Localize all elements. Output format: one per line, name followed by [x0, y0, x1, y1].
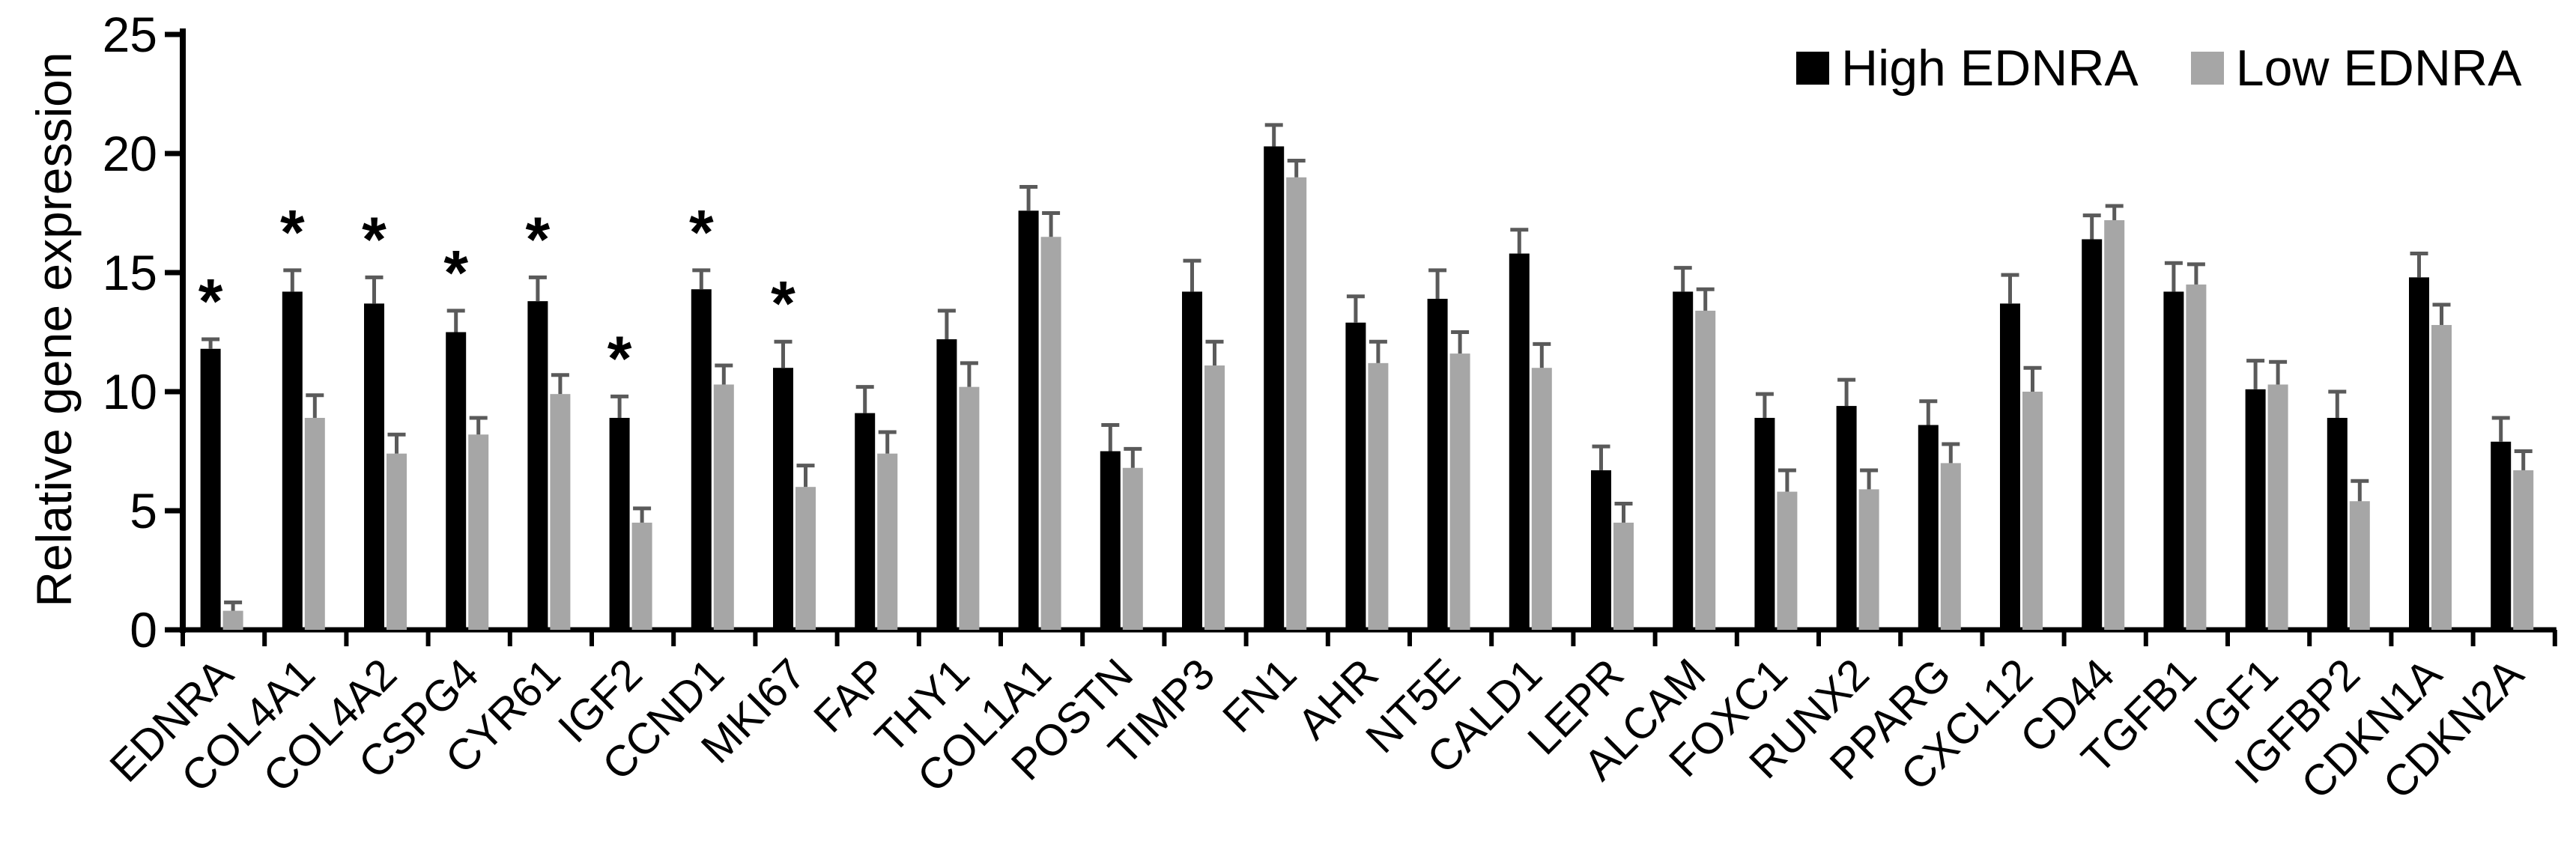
y-tick-label: 20: [103, 126, 157, 181]
bar-high-IGF1: [2245, 389, 2266, 630]
y-tick-label: 0: [130, 602, 157, 658]
significance-star-COL4A2: *: [362, 204, 387, 274]
bar-low-FOXC1: [1777, 491, 1798, 630]
bar-high-FOXC1: [1754, 417, 1775, 630]
bar-low-CXCL12: [2022, 392, 2043, 630]
bar-low-FAP: [877, 453, 898, 630]
bar-high-TGFB1: [2163, 291, 2184, 630]
bar-low-IGF2: [631, 522, 652, 630]
y-tick-label: 25: [103, 7, 157, 62]
bar-low-TGFB1: [2186, 284, 2207, 630]
bar-high-ALCAM: [1673, 291, 1694, 630]
bar-low-MKI67: [795, 487, 816, 630]
bar-low-CDKN1A: [2431, 324, 2452, 630]
bar-low-ALCAM: [1695, 310, 1716, 630]
bar-high-LEPR: [1591, 470, 1611, 630]
significance-star-CYR61: *: [526, 204, 551, 274]
bar-low-CDKN2A: [2513, 470, 2534, 630]
y-axis-title: Relative gene expression: [26, 52, 82, 607]
bar-high-IGF2: [609, 417, 630, 630]
bar-low-CSPG4: [468, 434, 489, 630]
bar-low-POSTN: [1122, 467, 1143, 630]
bar-high-CXCL12: [2000, 303, 2020, 630]
y-tick-label: 15: [103, 245, 157, 300]
bar-high-RUNX2: [1836, 406, 1857, 630]
bar-high-CD44: [2082, 239, 2103, 631]
bar-low-CCND1: [713, 384, 734, 630]
significance-star-CSPG4: *: [443, 237, 468, 308]
bar-low-TIMP3: [1204, 365, 1225, 630]
bar-high-CALD1: [1509, 253, 1530, 630]
legend: High EDNRA Low EDNRA: [1796, 39, 2521, 97]
bar-low-CD44: [2104, 220, 2125, 630]
legend-swatch-high-ednra: [1796, 52, 1829, 85]
bar-high-COL1A1: [1018, 210, 1039, 630]
bar-low-THY1: [959, 386, 980, 630]
bar-high-COL4A1: [282, 291, 303, 630]
bar-low-EDNRA: [222, 610, 243, 630]
legend-label-low-ednra: Low EDNRA: [2235, 40, 2522, 97]
bar-high-CDKN1A: [2409, 277, 2429, 630]
legend-item-high-ednra: High EDNRA: [1796, 39, 2139, 97]
bar-high-MKI67: [773, 368, 793, 630]
bar-low-COL1A1: [1040, 237, 1061, 630]
bar-low-LEPR: [1613, 522, 1634, 630]
bar-high-FN1: [1264, 146, 1285, 630]
bar-low-COL4A2: [387, 453, 407, 630]
bar-high-CSPG4: [446, 332, 467, 630]
bar-high-CYR61: [527, 301, 548, 630]
bar-high-THY1: [936, 339, 957, 630]
bar-low-RUNX2: [1858, 489, 1879, 630]
bar-low-PPARG: [1940, 463, 1961, 630]
significance-star-IGF2: *: [607, 323, 632, 393]
x-axis-label-FN1: FN1: [1213, 649, 1306, 741]
bar-low-AHR: [1368, 362, 1389, 630]
bar-low-CYR61: [550, 394, 571, 630]
bar-high-CCND1: [691, 289, 712, 630]
legend-item-low-ednra: Low EDNRA: [2190, 39, 2522, 97]
legend-label-high-ednra: High EDNRA: [1841, 40, 2139, 97]
significance-star-CCND1: *: [689, 197, 714, 267]
bar-low-IGF1: [2267, 384, 2288, 630]
bar-low-NT5E: [1449, 353, 1470, 630]
significance-star-EDNRA: *: [198, 266, 223, 336]
bar-high-POSTN: [1100, 451, 1121, 630]
y-tick-label: 5: [130, 483, 157, 538]
bar-high-TIMP3: [1182, 291, 1202, 630]
y-tick-label: 10: [103, 364, 157, 419]
bar-high-FAP: [855, 413, 876, 630]
bar-low-CALD1: [1531, 368, 1552, 630]
significance-star-COL4A1: *: [280, 197, 305, 267]
bar-low-FN1: [1286, 177, 1307, 631]
bar-high-AHR: [1345, 322, 1366, 630]
bar-high-EDNRA: [200, 348, 221, 630]
bar-high-NT5E: [1427, 298, 1448, 630]
legend-swatch-low-ednra: [2190, 52, 2224, 85]
bar-high-IGFBP2: [2327, 417, 2348, 630]
significance-star-MKI67: *: [771, 268, 795, 338]
bar-high-CDKN2A: [2491, 441, 2512, 630]
bar-high-COL4A2: [364, 303, 384, 630]
bar-low-COL4A1: [304, 417, 325, 630]
bar-low-IGFBP2: [2349, 501, 2370, 630]
bar-high-PPARG: [1918, 425, 1939, 630]
